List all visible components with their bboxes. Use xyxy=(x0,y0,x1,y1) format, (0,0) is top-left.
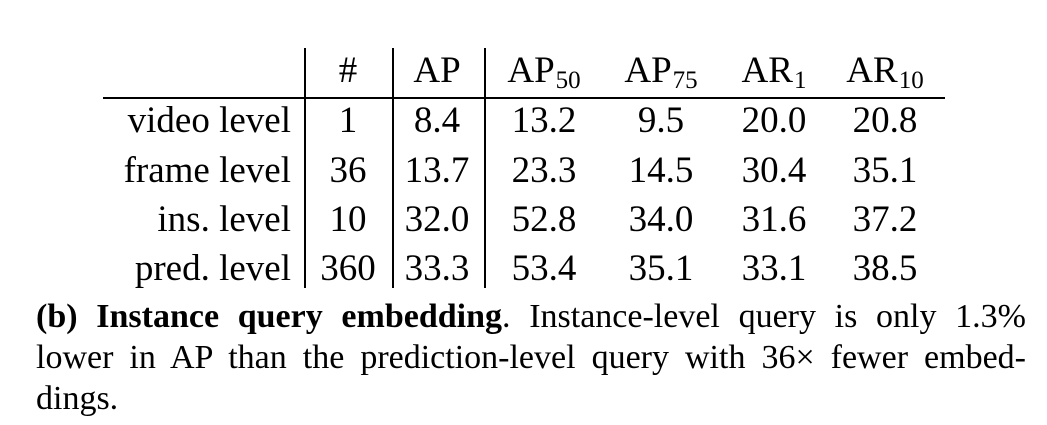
caption-separator: . xyxy=(502,298,511,335)
col-header-count: # xyxy=(339,52,358,89)
cell-ins-count: 10 xyxy=(329,199,367,240)
cell-frame-count: 36 xyxy=(329,150,367,191)
col-header-count-text: # xyxy=(338,50,358,91)
cell-ins-ap50: 52.8 xyxy=(511,199,577,240)
cell-video-count: 1 xyxy=(338,100,358,141)
cell-video-ap50: 13.2 xyxy=(511,100,577,141)
cell-frame-ar1: 30.4 xyxy=(741,150,807,191)
cell-frame-ap50: 23.3 xyxy=(511,150,577,191)
cell-video-ap75: 9.5 xyxy=(637,100,685,141)
col-header-ar10-text: AR xyxy=(846,50,898,91)
col-header-ap50: AP50 xyxy=(507,50,580,93)
cell-frame-ar10: 35.1 xyxy=(852,150,918,191)
col-divider-label xyxy=(304,48,306,288)
col-header-ap50-text: AP xyxy=(507,50,555,91)
caption-title: (b) Instance query embedding xyxy=(36,298,502,335)
col-header-ap75-text: AP xyxy=(624,50,672,91)
cell-ins-ap: 32.0 xyxy=(404,199,470,240)
cell-pred-ap75: 35.1 xyxy=(628,248,694,289)
cell-video-ap: 8.4 xyxy=(413,100,461,141)
cell-pred-ap: 33.3 xyxy=(404,248,470,289)
cell-pred-ar1: 33.1 xyxy=(741,248,807,289)
col-header-ap-text: AP xyxy=(413,50,461,91)
col-header-ar1-text: AR xyxy=(741,50,793,91)
col-header-ap75-subscript: 75 xyxy=(672,67,698,94)
col-header-ar10-subscript: 10 xyxy=(898,67,924,94)
col-header-ar1: AR1 xyxy=(741,50,807,93)
cell-pred-ar10: 38.5 xyxy=(852,248,918,289)
row-label-video-level: video level xyxy=(127,100,291,141)
col-divider-count xyxy=(392,48,394,288)
col-header-ap: AP xyxy=(413,52,460,89)
row-label-frame-level: frame level xyxy=(123,150,291,191)
results-table: # AP AP50 AP75 AR1 AR10 video level 1 8.… xyxy=(103,48,945,289)
col-header-ap50-subscript: 50 xyxy=(555,67,581,94)
cell-ins-ar1: 31.6 xyxy=(741,199,807,240)
cell-video-ar1: 20.0 xyxy=(741,100,807,141)
cell-ins-ap75: 34.0 xyxy=(628,199,694,240)
col-header-ap75: AP75 xyxy=(624,50,697,93)
table-caption: (b) Instance query embedding. Instance-l… xyxy=(36,296,1026,419)
row-label-ins-level: ins. level xyxy=(157,199,291,240)
cell-video-ar10: 20.8 xyxy=(852,100,918,141)
header-rule xyxy=(103,97,945,99)
caption-body: Instance-level query is only 1.3% lower … xyxy=(36,298,1026,417)
cell-pred-ap50: 53.4 xyxy=(511,248,577,289)
cell-ins-ar10: 37.2 xyxy=(852,199,918,240)
cell-pred-count: 360 xyxy=(320,248,376,289)
col-header-ar1-subscript: 1 xyxy=(793,67,807,94)
col-divider-ap xyxy=(484,48,486,288)
row-label-pred-level: pred. level xyxy=(134,248,291,289)
cell-frame-ap75: 14.5 xyxy=(628,150,694,191)
cell-frame-ap: 13.7 xyxy=(404,150,470,191)
col-header-ar10: AR10 xyxy=(846,50,923,93)
